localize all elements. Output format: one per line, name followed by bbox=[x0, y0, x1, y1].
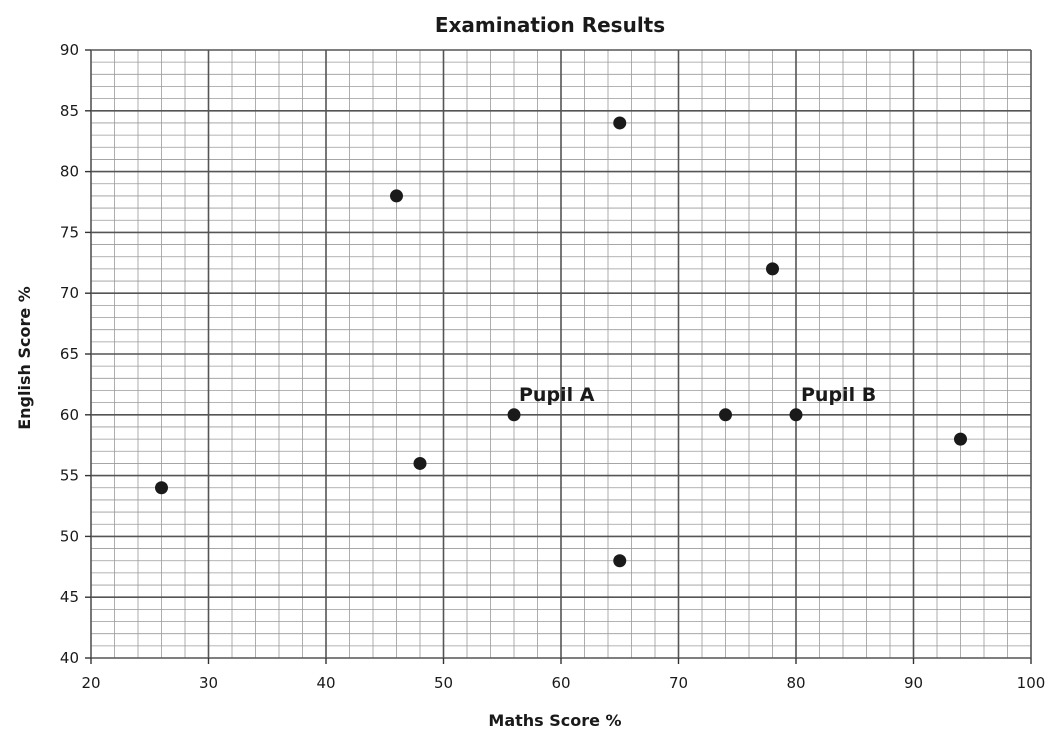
x-axis-label: Maths Score % bbox=[488, 711, 621, 730]
x-axis-ticks: 20 30 40 50 60 70 80 90 100 bbox=[81, 658, 1045, 692]
data-point bbox=[413, 456, 427, 470]
data-points: Pupil A Pupil B bbox=[155, 116, 967, 568]
point-annotation: Pupil A bbox=[519, 384, 595, 406]
data-point bbox=[390, 189, 403, 203]
y-tick-label: 55 bbox=[60, 467, 79, 485]
data-point bbox=[719, 408, 732, 422]
y-tick-label: 90 bbox=[60, 41, 79, 59]
x-tick-label: 50 bbox=[434, 674, 453, 692]
x-tick-label: 40 bbox=[316, 674, 335, 692]
x-tick-label: 60 bbox=[551, 674, 570, 692]
y-axis-ticks: 40 45 50 55 60 65 70 75 80 85 90 bbox=[60, 41, 91, 667]
y-tick-label: 65 bbox=[60, 345, 79, 363]
data-point bbox=[954, 432, 967, 446]
grid bbox=[90, 49, 1032, 659]
data-point bbox=[613, 116, 627, 130]
data-point bbox=[789, 408, 803, 422]
y-axis-label: English Score % bbox=[15, 286, 34, 430]
y-tick-label: 40 bbox=[60, 649, 79, 667]
y-tick-label: 75 bbox=[60, 223, 79, 241]
x-tick-label: 30 bbox=[199, 674, 218, 692]
data-point bbox=[507, 408, 521, 422]
data-point bbox=[766, 262, 779, 276]
x-tick-label: 20 bbox=[81, 674, 100, 692]
y-tick-label: 50 bbox=[60, 527, 79, 545]
y-tick-label: 85 bbox=[60, 102, 79, 120]
x-tick-label: 70 bbox=[669, 674, 688, 692]
x-tick-label: 90 bbox=[904, 674, 923, 692]
y-tick-label: 60 bbox=[60, 406, 79, 424]
data-point bbox=[613, 554, 627, 568]
x-tick-label: 80 bbox=[786, 674, 805, 692]
x-tick-label: 100 bbox=[1017, 674, 1046, 692]
y-tick-label: 70 bbox=[60, 284, 79, 302]
point-annotation: Pupil B bbox=[801, 384, 876, 406]
y-tick-label: 80 bbox=[60, 163, 79, 181]
chart-title: Examination Results bbox=[435, 13, 665, 37]
y-tick-label: 45 bbox=[60, 588, 79, 606]
data-point bbox=[155, 481, 168, 495]
